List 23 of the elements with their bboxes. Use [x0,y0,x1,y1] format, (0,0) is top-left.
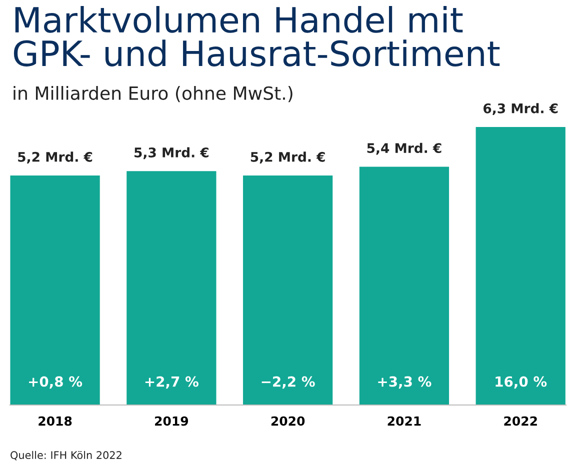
data-label: 5,2 Mrd. € [18,152,92,164]
bar [243,176,333,405]
annotation: +2,7 % [145,376,198,389]
annotation: +0,8 % [29,376,82,389]
x-tick-label: 2019 [155,416,188,426]
x-tick-label: 2022 [504,416,537,426]
annotation: 16,0 % [496,376,547,389]
data-label: 5,4 Mrd. € [367,142,442,155]
chart-subtitle: in Milliarden Euro (ohne MwSt.) [14,86,292,102]
annotation: −2,2 % [262,376,315,389]
data-label: 5,2 Mrd. € [250,152,325,164]
x-tick-label: 2020 [271,416,305,426]
bar [10,176,100,405]
x-tick-label: 2021 [388,416,421,426]
data-label: 5,3 Mrd. € [134,147,208,160]
data-label: 6,3 Mrd. € [484,103,558,116]
x-tick-label: 2018 [38,416,72,426]
chart-title: Marktvolumen Handel mit GPK- und Hausrat-Sortiment [14,6,500,66]
bar [476,127,566,405]
bar [359,166,450,405]
bar [126,171,216,405]
annotation: +3,3 % [378,376,432,389]
source-note: Quelle: IFH Köln 2022 [10,450,122,460]
